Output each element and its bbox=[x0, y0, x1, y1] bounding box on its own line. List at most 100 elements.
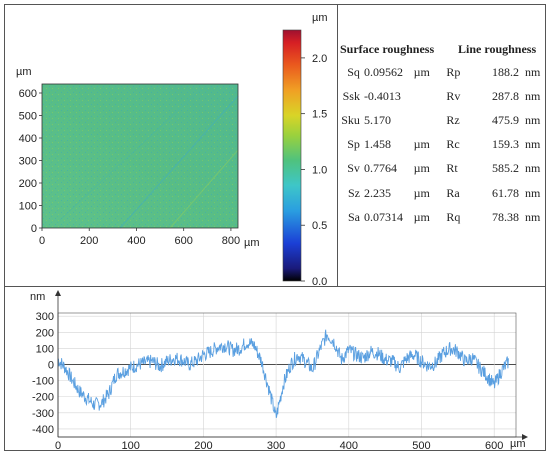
heatmap-y-unit: µm bbox=[16, 66, 32, 78]
line-param-unit: nm bbox=[525, 64, 541, 79]
x-axis-arrow-icon bbox=[522, 434, 528, 440]
colorbar-tick-label: 0.5 bbox=[312, 220, 327, 232]
heatmap-x-tick-label: 0 bbox=[39, 235, 45, 247]
surface-param-symbol: Ssk bbox=[342, 88, 360, 103]
profile-x-tick-label: 600 bbox=[485, 440, 503, 452]
y-axis-arrow-icon bbox=[55, 290, 61, 296]
surface-param-unit: µm bbox=[413, 161, 430, 176]
colorbar-tick-label: 0.0 bbox=[312, 276, 327, 288]
line-param-symbol: Rt bbox=[446, 161, 458, 176]
profile-x-unit: µm bbox=[510, 438, 526, 450]
profile-y-tick-label: 200 bbox=[36, 327, 54, 339]
line-param-symbol: Rz bbox=[446, 112, 460, 127]
profile-y-tick-label: -400 bbox=[32, 424, 54, 436]
line-param-value: 159.3 bbox=[492, 137, 519, 152]
line-param-unit: nm bbox=[525, 88, 541, 103]
heatmap-x-unit: µm bbox=[244, 237, 260, 249]
surface-param-value: 0.07314 bbox=[363, 209, 403, 224]
heatmap-x-tick-label: 800 bbox=[222, 235, 240, 247]
line-param-value: 78.38 bbox=[492, 209, 519, 224]
heatmap-y-tick-label: 200 bbox=[19, 178, 37, 190]
profile-series-line bbox=[57, 329, 509, 419]
heatmap-x-tick-label: 400 bbox=[127, 235, 145, 247]
profile-y-unit: nm bbox=[30, 291, 45, 303]
profile-y-tick-label: 0 bbox=[48, 360, 54, 372]
line-param-symbol: Rc bbox=[446, 137, 460, 152]
roughness-row: Ssk -0.4013 Rv 287.8 nm bbox=[337, 84, 546, 108]
roughness-row: Sv 0.7764 µm Rt 585.2 nm bbox=[337, 157, 546, 181]
line-param-value: 585.2 bbox=[492, 161, 519, 176]
heatmap: µm µm 0 100 200 300 400 500 600 0 200 400 600 800 bbox=[16, 66, 260, 249]
surface-param-symbol: Sa bbox=[347, 209, 360, 224]
heatmap-y-tick-label: 300 bbox=[19, 156, 37, 168]
profile-y-tick-label: -200 bbox=[32, 392, 54, 404]
heatmap-y-tick-label: 400 bbox=[19, 133, 37, 145]
heatmap-scratch bbox=[169, 149, 239, 229]
line-param-unit: nm bbox=[525, 209, 541, 224]
profile-y-tick-label: 300 bbox=[36, 311, 54, 323]
heatmap-y-tick-label: 600 bbox=[19, 88, 37, 100]
line-param-symbol: Rv bbox=[446, 88, 461, 103]
profile-x-tick-label: 300 bbox=[267, 440, 285, 452]
line-profile-chart: nm µm 300 200 100 0 -100 -200 -300 -400 0 100 200… bbox=[30, 290, 528, 452]
surface-param-symbol: Sz bbox=[347, 185, 360, 200]
colorbar-unit: µm bbox=[312, 12, 328, 24]
heatmap-y-tick-label: 100 bbox=[19, 201, 37, 213]
heatmap-y-tick-label: 500 bbox=[19, 111, 37, 123]
colorbar: µm 0.0 0.5 1.0 1.5 2.0 bbox=[282, 12, 328, 288]
profile-y-tick-label: -100 bbox=[32, 376, 54, 388]
surface-param-unit: µm bbox=[413, 185, 430, 200]
profile-y-tick-label: -300 bbox=[32, 408, 54, 420]
line-param-value: 475.9 bbox=[492, 112, 519, 127]
roughness-table: Surface roughness Line roughness Sq 0.095… bbox=[337, 38, 546, 229]
line-roughness-header: Line roughness bbox=[458, 41, 537, 56]
profile-x-tick-label: 200 bbox=[194, 440, 212, 452]
line-param-value: 287.8 bbox=[492, 88, 519, 103]
heatmap-texture bbox=[42, 84, 238, 228]
roughness-row: Sa 0.07314 µm Rq 78.38 nm bbox=[337, 205, 546, 229]
profile-x-tick-label: 100 bbox=[122, 440, 140, 452]
line-param-unit: nm bbox=[525, 185, 541, 200]
heatmap-x-tick-label: 600 bbox=[175, 235, 193, 247]
surface-param-value: -0.4013 bbox=[363, 88, 401, 103]
surface-param-symbol: Sp bbox=[347, 137, 360, 152]
line-param-value: 188.2 bbox=[492, 64, 519, 79]
heatmap-border bbox=[41, 83, 239, 229]
surface-param-unit: µm bbox=[413, 209, 430, 224]
surface-param-value: 0.7764 bbox=[363, 161, 397, 176]
profile-x-tick-label: 400 bbox=[340, 440, 358, 452]
surface-param-symbol: Sku bbox=[341, 112, 360, 127]
roughness-row: Sz 2.235 µm Ra 61.78 nm bbox=[337, 181, 546, 205]
surface-param-symbol: Sv bbox=[347, 161, 360, 176]
heatmap-x-tick-label: 200 bbox=[80, 235, 98, 247]
line-param-unit: nm bbox=[525, 137, 541, 152]
heatmap-scratch bbox=[119, 95, 239, 229]
line-param-symbol: Ra bbox=[446, 185, 460, 200]
profile-x-tick-label: 0 bbox=[55, 440, 61, 452]
surface-param-value: 1.458 bbox=[363, 137, 391, 152]
profile-x-tick-label: 500 bbox=[412, 440, 430, 452]
surface-param-symbol: Sq bbox=[347, 64, 360, 79]
line-param-value: 61.78 bbox=[492, 185, 519, 200]
line-param-symbol: Rq bbox=[446, 209, 461, 224]
line-param-unit: nm bbox=[525, 112, 541, 127]
surface-param-value: 2.235 bbox=[363, 185, 391, 200]
colorbar-tick-label: 2.0 bbox=[312, 53, 327, 65]
surface-param-value: 5.170 bbox=[363, 112, 391, 127]
outer-frame bbox=[4, 4, 546, 451]
roughness-row: Sp 1.458 µm Rc 159.3 nm bbox=[337, 133, 546, 157]
surface-param-unit: µm bbox=[413, 64, 430, 79]
surface-roughness-header: Surface roughness bbox=[340, 41, 435, 56]
heatmap-y-tick-label: 0 bbox=[31, 223, 37, 235]
colorbar-tick-label: 1.5 bbox=[312, 109, 327, 121]
roughness-row: Sku 5.170 Rz 475.9 nm bbox=[337, 108, 546, 132]
roughness-table-header: Surface roughness Line roughness bbox=[337, 38, 546, 60]
colorbar-tick-label: 1.0 bbox=[312, 164, 327, 176]
profile-y-tick-label: 100 bbox=[36, 343, 54, 355]
line-param-unit: nm bbox=[525, 161, 541, 176]
colorbar-gradient bbox=[282, 29, 302, 282]
line-param-symbol: Rp bbox=[446, 64, 461, 79]
surface-param-unit: µm bbox=[413, 137, 430, 152]
heatmap-scratch bbox=[59, 89, 201, 221]
